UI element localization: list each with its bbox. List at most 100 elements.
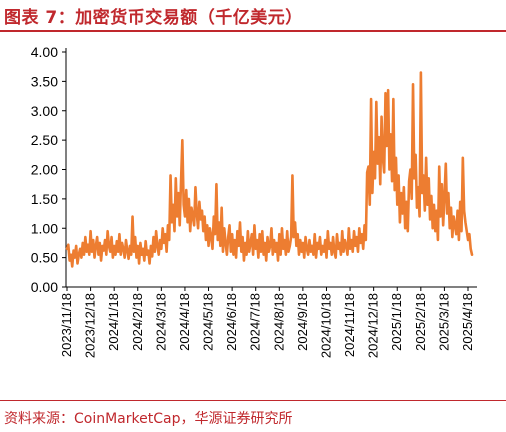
data-point (430, 195, 432, 197)
data-point (295, 245, 297, 247)
y-tick-label: 4.00 (31, 44, 58, 60)
data-point (99, 242, 101, 244)
data-point (103, 249, 105, 252)
data-point (78, 254, 80, 256)
data-point (280, 254, 282, 256)
series-group (65, 71, 474, 268)
data-point (303, 257, 305, 259)
data-point (354, 245, 356, 247)
data-point (311, 245, 313, 247)
data-point (75, 245, 77, 247)
data-point (87, 244, 89, 246)
data-point (331, 254, 333, 256)
data-point (264, 242, 266, 244)
data-point (359, 242, 362, 244)
data-point (205, 239, 207, 241)
x-tick-label: 2024/9/18 (295, 293, 310, 351)
data-point (247, 230, 249, 232)
data-point (272, 254, 274, 256)
data-point (230, 251, 232, 253)
data-point (125, 239, 127, 241)
data-point (411, 198, 413, 200)
data-point (189, 230, 191, 232)
data-point (129, 245, 131, 247)
data-point (74, 257, 76, 259)
data-point (218, 221, 220, 223)
data-point (207, 245, 210, 247)
data-point (436, 210, 438, 212)
data-point (302, 242, 304, 244)
data-point (67, 244, 69, 246)
data-point (312, 254, 315, 256)
data-point (324, 239, 326, 241)
data-point (142, 248, 144, 250)
data-point (176, 215, 178, 218)
data-point (429, 218, 431, 221)
x-tick-label: 2025/4/18 (460, 293, 475, 351)
data-point (470, 248, 472, 250)
data-point (456, 210, 459, 212)
y-tick-label: 1.50 (31, 191, 58, 207)
x-tick-label: 2025/2/18 (413, 293, 428, 351)
data-point (76, 262, 79, 265)
data-point (156, 245, 159, 247)
data-point (114, 254, 117, 256)
data-point (460, 230, 463, 232)
data-point (466, 230, 468, 232)
data-point (362, 248, 364, 250)
data-point (358, 227, 360, 229)
data-point (192, 215, 194, 218)
data-point (257, 257, 259, 259)
data-point (278, 233, 280, 235)
data-point (424, 210, 426, 212)
data-point (120, 254, 122, 256)
data-point (462, 157, 464, 159)
data-point (231, 233, 233, 235)
data-point (108, 245, 110, 247)
data-point (415, 154, 417, 156)
data-point (323, 251, 325, 253)
data-point (261, 230, 263, 232)
data-point (289, 245, 291, 247)
data-point (365, 239, 367, 241)
data-point (243, 259, 245, 262)
data-point (263, 254, 265, 256)
data-point (146, 254, 148, 256)
data-point (439, 215, 442, 218)
data-point (301, 251, 303, 253)
data-point (177, 192, 180, 194)
data-point (445, 163, 447, 165)
data-point (328, 248, 330, 250)
data-point (228, 224, 231, 226)
x-tick-label: 2024/5/18 (201, 293, 216, 351)
data-point (175, 177, 177, 179)
data-point (392, 98, 394, 100)
data-point (117, 251, 119, 253)
data-point (215, 183, 218, 185)
data-point (160, 248, 162, 250)
data-point (283, 239, 286, 241)
data-point (244, 242, 246, 244)
data-point (196, 212, 198, 215)
data-point (232, 254, 235, 256)
data-point (336, 233, 338, 235)
data-point (287, 251, 290, 253)
data-point (298, 254, 300, 256)
data-point (198, 201, 200, 203)
data-point (467, 239, 469, 241)
data-point (458, 239, 460, 241)
data-point (374, 177, 376, 179)
data-point (112, 257, 114, 259)
data-point (179, 224, 181, 226)
data-point (428, 177, 430, 179)
data-point (346, 254, 349, 256)
data-point (353, 230, 355, 232)
data-point (315, 257, 317, 259)
data-point (409, 168, 411, 171)
data-point (158, 254, 160, 256)
data-point (210, 236, 212, 238)
x-tick-label: 2023/12/18 (83, 293, 98, 358)
data-point (269, 245, 271, 247)
data-point (386, 145, 388, 147)
data-point (84, 236, 86, 238)
